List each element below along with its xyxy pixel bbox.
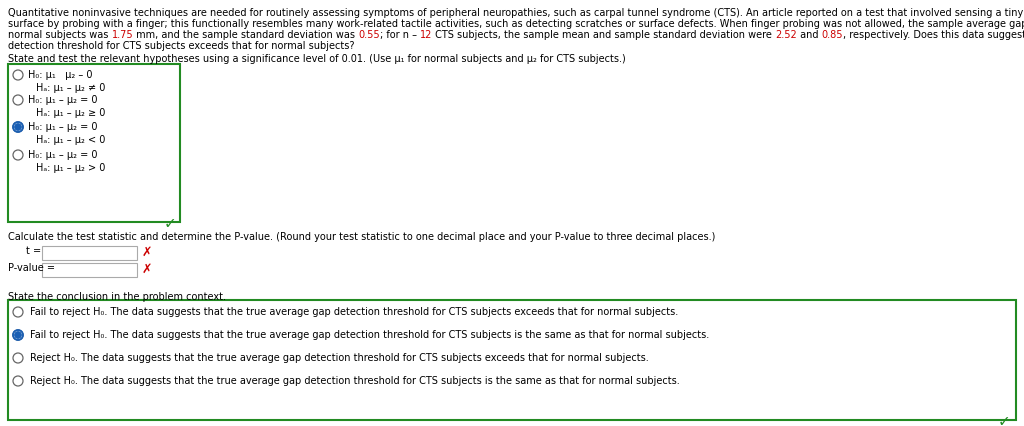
Text: Hₐ: μ₁ – μ₂ > 0: Hₐ: μ₁ – μ₂ > 0 <box>36 163 105 173</box>
Circle shape <box>14 332 22 338</box>
Text: Fail to reject H₀. The data suggests that the true average gap detection thresho: Fail to reject H₀. The data suggests tha… <box>30 330 710 340</box>
Text: ✓: ✓ <box>164 216 177 231</box>
Circle shape <box>13 122 23 132</box>
Text: , respectively. Does this data suggest that the true average gap: , respectively. Does this data suggest t… <box>843 30 1024 40</box>
Text: Quantitative noninvasive techniques are needed for routinely assessing symptoms : Quantitative noninvasive techniques are … <box>8 8 1024 18</box>
Text: 0.55: 0.55 <box>358 30 380 40</box>
Text: 1.75: 1.75 <box>112 30 133 40</box>
Text: Fail to reject H₀. The data suggests that the true average gap detection thresho: Fail to reject H₀. The data suggests tha… <box>30 307 678 317</box>
Circle shape <box>13 70 23 80</box>
Text: surface by probing with a finger; this functionally resembles many work-related : surface by probing with a finger; this f… <box>8 19 1024 29</box>
Text: 2.52: 2.52 <box>775 30 797 40</box>
Text: State and test the relevant hypotheses using a significance level of 0.01. (Use : State and test the relevant hypotheses u… <box>8 54 626 64</box>
Circle shape <box>13 95 23 105</box>
FancyBboxPatch shape <box>8 300 1016 420</box>
Circle shape <box>13 376 23 386</box>
Text: Reject H₀. The data suggests that the true average gap detection threshold for C: Reject H₀. The data suggests that the tr… <box>30 353 649 363</box>
Text: State the conclusion in the problem context.: State the conclusion in the problem cont… <box>8 292 226 302</box>
Text: normal subjects was: normal subjects was <box>8 30 112 40</box>
Text: H₀: μ₁   μ₂ – 0: H₀: μ₁ μ₂ – 0 <box>28 70 92 80</box>
Text: ; for n –: ; for n – <box>380 30 420 40</box>
Text: Hₐ: μ₁ – μ₂ < 0: Hₐ: μ₁ – μ₂ < 0 <box>36 135 105 145</box>
Text: Hₐ: μ₁ – μ₂ ≠ 0: Hₐ: μ₁ – μ₂ ≠ 0 <box>36 83 105 93</box>
Text: ✗: ✗ <box>142 246 153 259</box>
Text: Calculate the test statistic and determine the P-value. (Round your test statist: Calculate the test statistic and determi… <box>8 232 716 242</box>
Circle shape <box>13 353 23 363</box>
Circle shape <box>13 307 23 317</box>
Text: ✓: ✓ <box>998 414 1011 426</box>
Text: H₀: μ₁ – μ₂ = 0: H₀: μ₁ – μ₂ = 0 <box>28 122 97 132</box>
FancyBboxPatch shape <box>8 64 180 222</box>
Text: P-value =: P-value = <box>8 263 55 273</box>
Text: H₀: μ₁ – μ₂ = 0: H₀: μ₁ – μ₂ = 0 <box>28 95 97 105</box>
Text: Reject H₀. The data suggests that the true average gap detection threshold for C: Reject H₀. The data suggests that the tr… <box>30 376 680 386</box>
Text: mm, and the sample standard deviation was: mm, and the sample standard deviation wa… <box>133 30 358 40</box>
Text: ✗: ✗ <box>142 263 153 276</box>
Text: detection threshold for CTS subjects exceeds that for normal subjects?: detection threshold for CTS subjects exc… <box>8 41 354 51</box>
Text: t =: t = <box>26 246 41 256</box>
Circle shape <box>14 124 22 130</box>
Circle shape <box>13 330 23 340</box>
Text: and: and <box>797 30 821 40</box>
Text: 12: 12 <box>420 30 432 40</box>
Text: 0.85: 0.85 <box>821 30 843 40</box>
Text: H₀: μ₁ – μ₂ = 0: H₀: μ₁ – μ₂ = 0 <box>28 150 97 160</box>
Text: Hₐ: μ₁ – μ₂ ≥ 0: Hₐ: μ₁ – μ₂ ≥ 0 <box>36 108 105 118</box>
FancyBboxPatch shape <box>42 263 137 277</box>
Circle shape <box>13 150 23 160</box>
FancyBboxPatch shape <box>42 246 137 260</box>
Text: CTS subjects, the sample mean and sample standard deviation were: CTS subjects, the sample mean and sample… <box>432 30 775 40</box>
